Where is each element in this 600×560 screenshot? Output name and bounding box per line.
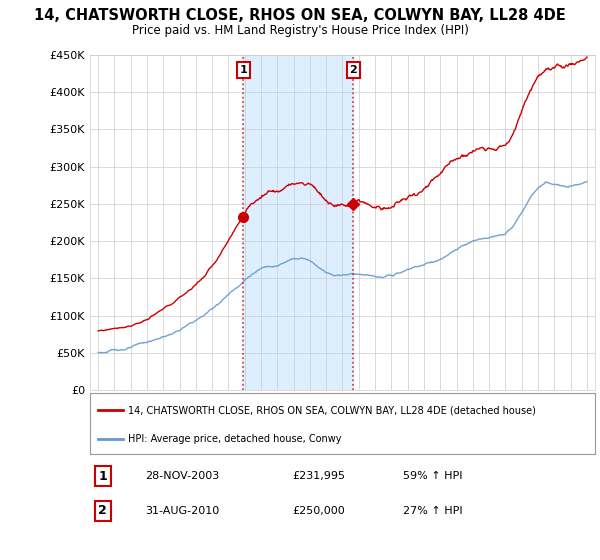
Text: 31-AUG-2010: 31-AUG-2010 xyxy=(146,506,220,516)
Text: 27% ↑ HPI: 27% ↑ HPI xyxy=(403,506,463,516)
Text: £231,995: £231,995 xyxy=(292,471,345,481)
Text: HPI: Average price, detached house, Conwy: HPI: Average price, detached house, Conw… xyxy=(128,434,341,444)
Text: 59% ↑ HPI: 59% ↑ HPI xyxy=(403,471,463,481)
Text: 2: 2 xyxy=(349,65,357,75)
Text: 1: 1 xyxy=(239,65,247,75)
Text: 14, CHATSWORTH CLOSE, RHOS ON SEA, COLWYN BAY, LL28 4DE: 14, CHATSWORTH CLOSE, RHOS ON SEA, COLWY… xyxy=(34,8,566,24)
Text: 14, CHATSWORTH CLOSE, RHOS ON SEA, COLWYN BAY, LL28 4DE (detached house): 14, CHATSWORTH CLOSE, RHOS ON SEA, COLWY… xyxy=(128,405,536,415)
Text: 28-NOV-2003: 28-NOV-2003 xyxy=(146,471,220,481)
Text: £250,000: £250,000 xyxy=(292,506,345,516)
Bar xyxy=(244,55,353,390)
Text: Price paid vs. HM Land Registry's House Price Index (HPI): Price paid vs. HM Land Registry's House … xyxy=(131,24,469,37)
Text: 2: 2 xyxy=(98,505,107,517)
Text: 1: 1 xyxy=(98,470,107,483)
